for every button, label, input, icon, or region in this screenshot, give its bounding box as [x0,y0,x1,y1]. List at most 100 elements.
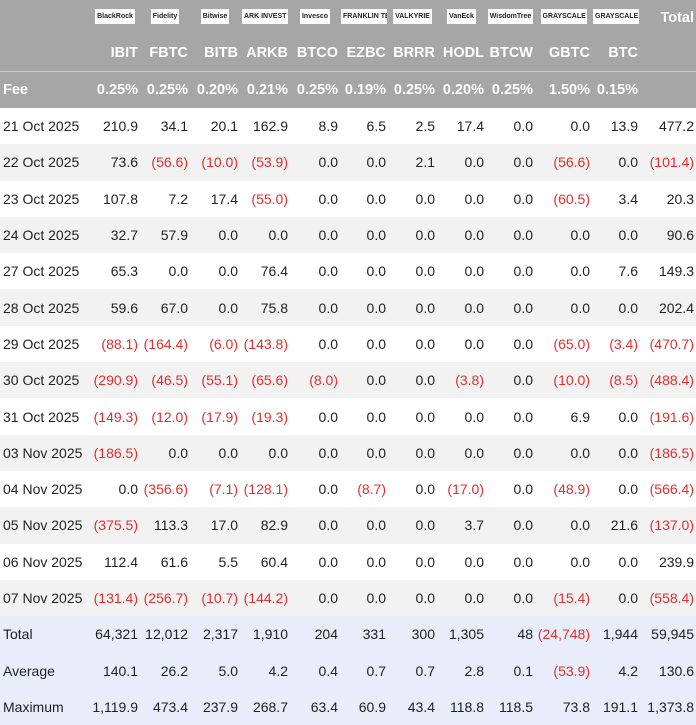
flow-value: (48.9) [553,481,590,498]
logo-cell: Bitwise [190,0,240,35]
flow-value: 0.0 [190,289,240,326]
flow-value: 0.0 [437,216,486,254]
fee-value: 0.15% [592,71,640,108]
flow-value: 0.0 [318,553,338,570]
flow-value: 82.9 [240,507,290,544]
flow-value: 140.1 [90,652,140,689]
logo-row: BlackRock Fidelity Bitwise ARK INVEST Invesc… [0,0,696,35]
flow-value: 0.0 [535,216,592,254]
data-row: 05 Nov 2025 (375.5) 113.3 17.0 82.9 0.0 0.0 0.0… [0,507,696,544]
flow-value: 0.7 [388,652,437,689]
ticker-row: IBIT FBTC BITB ARKB BTCO EZBC BRRR HODL BTCW GBTC… [0,35,696,72]
row-label: Maximum [0,688,90,725]
flow-value: 17.0 [190,507,240,544]
ticker: BTCO [290,35,340,72]
flow-value: 0.0 [486,507,535,544]
flow-value: 3.7 [437,507,486,544]
flow-value: (55.0) [251,190,288,207]
flow-value: 0.0 [318,335,338,352]
flow-value: (53.9) [535,652,592,689]
flow-value: 107.8 [102,190,138,207]
flow-value: 34.1 [160,118,188,135]
flow-value: 0.0 [218,263,238,280]
flow-value: 60.4 [260,553,288,570]
flow-value: 0.0 [513,408,533,425]
issuer-logo: ARK INVEST [242,8,288,24]
flow-value: (53.9) [240,144,290,181]
flow-value: 0.0 [318,190,338,207]
flow-value: 0.0 [535,289,592,326]
flow-value: 5.5 [218,553,238,570]
flow-value: 32.7 [90,216,140,254]
flow-value: 0.0 [535,507,592,544]
flow-value: (8.7) [357,481,386,498]
data-row: 03 Nov 2025 (186.5) 0.0 0.0 0.0 0.0 0.0 0.0 0.0 0… [0,434,696,471]
flow-value: 76.4 [260,263,288,280]
flow-value: 0.0 [464,335,484,352]
flow-value: 0.4 [290,652,340,689]
data-row: 23 Oct 2025 107.8 7.2 17.4 (55.0) 0.0 0.0 0.0 0.… [0,181,696,217]
ticker: BTC [592,35,640,72]
flow-value: 118.5 [486,688,535,725]
row-label: 31 Oct 2025 [3,408,80,425]
flow-value: (186.5) [90,434,140,471]
flow-value: 64,321 [90,616,140,653]
flow-value: 0.0 [592,579,640,617]
flow-value: (8.0) [290,362,340,399]
flow-value: 21.6 [592,507,640,544]
flow-value: 0.0 [618,408,638,425]
flow-value: (55.1) [190,362,240,399]
flow-value: 0.0 [290,144,340,181]
ticker: EZBC [340,35,388,72]
flow-value: 48 [486,616,535,653]
row-total: 130.6 [640,652,696,689]
flow-value: 0.0 [388,289,437,326]
summary-row: Total 64,321 12,012 2,317 1,910 204 331 300 1,30… [0,616,696,653]
summary-row: Average 140.1 26.2 5.0 4.2 0.4 0.7 0.7 2.8 0.1 (53… [0,652,696,689]
flow-value: 4.2 [592,652,640,689]
corner-cell [0,35,90,72]
flow-value: 60.9 [340,688,388,725]
ticker: BRRR [388,35,437,72]
data-row: 21 Oct 2025 210.9 34.1 20.1 162.9 8.9 6.5 2.5 17… [0,108,696,144]
flow-value: 0.0 [486,362,535,399]
flow-value: 0.0 [290,434,340,471]
flow-value: 0.0 [486,579,535,617]
flow-value: 0.0 [340,434,388,471]
flow-value: 162.9 [252,118,288,135]
flow-value: 0.0 [290,289,340,326]
issuer-logo: Bitwise [200,8,230,24]
row-label: 21 Oct 2025 [3,118,80,135]
ticker: HODL [437,35,486,72]
flow-value: (15.4) [535,579,592,617]
fee-value: 0.25% [290,71,340,108]
fee-value: 0.20% [437,71,486,108]
data-row: 24 Oct 2025 32.7 57.9 0.0 0.0 0.0 0.0 0.0 0.0 0.0… [0,216,696,254]
flow-value: 0.0 [437,579,486,617]
flow-value: 0.0 [592,289,640,326]
row-total: (137.0) [640,507,696,544]
flow-value: (6.0) [209,335,238,352]
fee-value: 1.50% [535,71,592,108]
flow-value: (356.6) [143,481,188,498]
logo-cell: ARK INVEST [240,0,290,35]
data-row: 31 Oct 2025 (149.3) (12.0) (17.9) (19.3) 0.0 0… [0,398,696,434]
issuer-logo: GRAYSCALE [593,8,639,24]
flow-value: 2.5 [415,118,435,135]
flow-value: 0.0 [592,216,640,254]
flow-value: 0.0 [464,190,484,207]
flow-value: (149.3) [93,408,138,425]
logo-cell: VanEck [437,0,486,35]
data-row: 29 Oct 2025 (88.1) (164.4) (6.0) (143.8) 0.0 0… [0,326,696,362]
row-total: (186.5) [640,434,696,471]
flow-value: (19.3) [251,408,288,425]
flow-value: 0.0 [415,263,435,280]
flow-value: 0.0 [486,289,535,326]
flow-value: (3.4) [609,335,638,352]
flow-value: 1,119.9 [90,688,140,725]
flow-value: (128.1) [243,481,288,498]
logo-cell: GRAYSCALE [535,0,592,35]
flow-value: 0.7 [340,652,388,689]
